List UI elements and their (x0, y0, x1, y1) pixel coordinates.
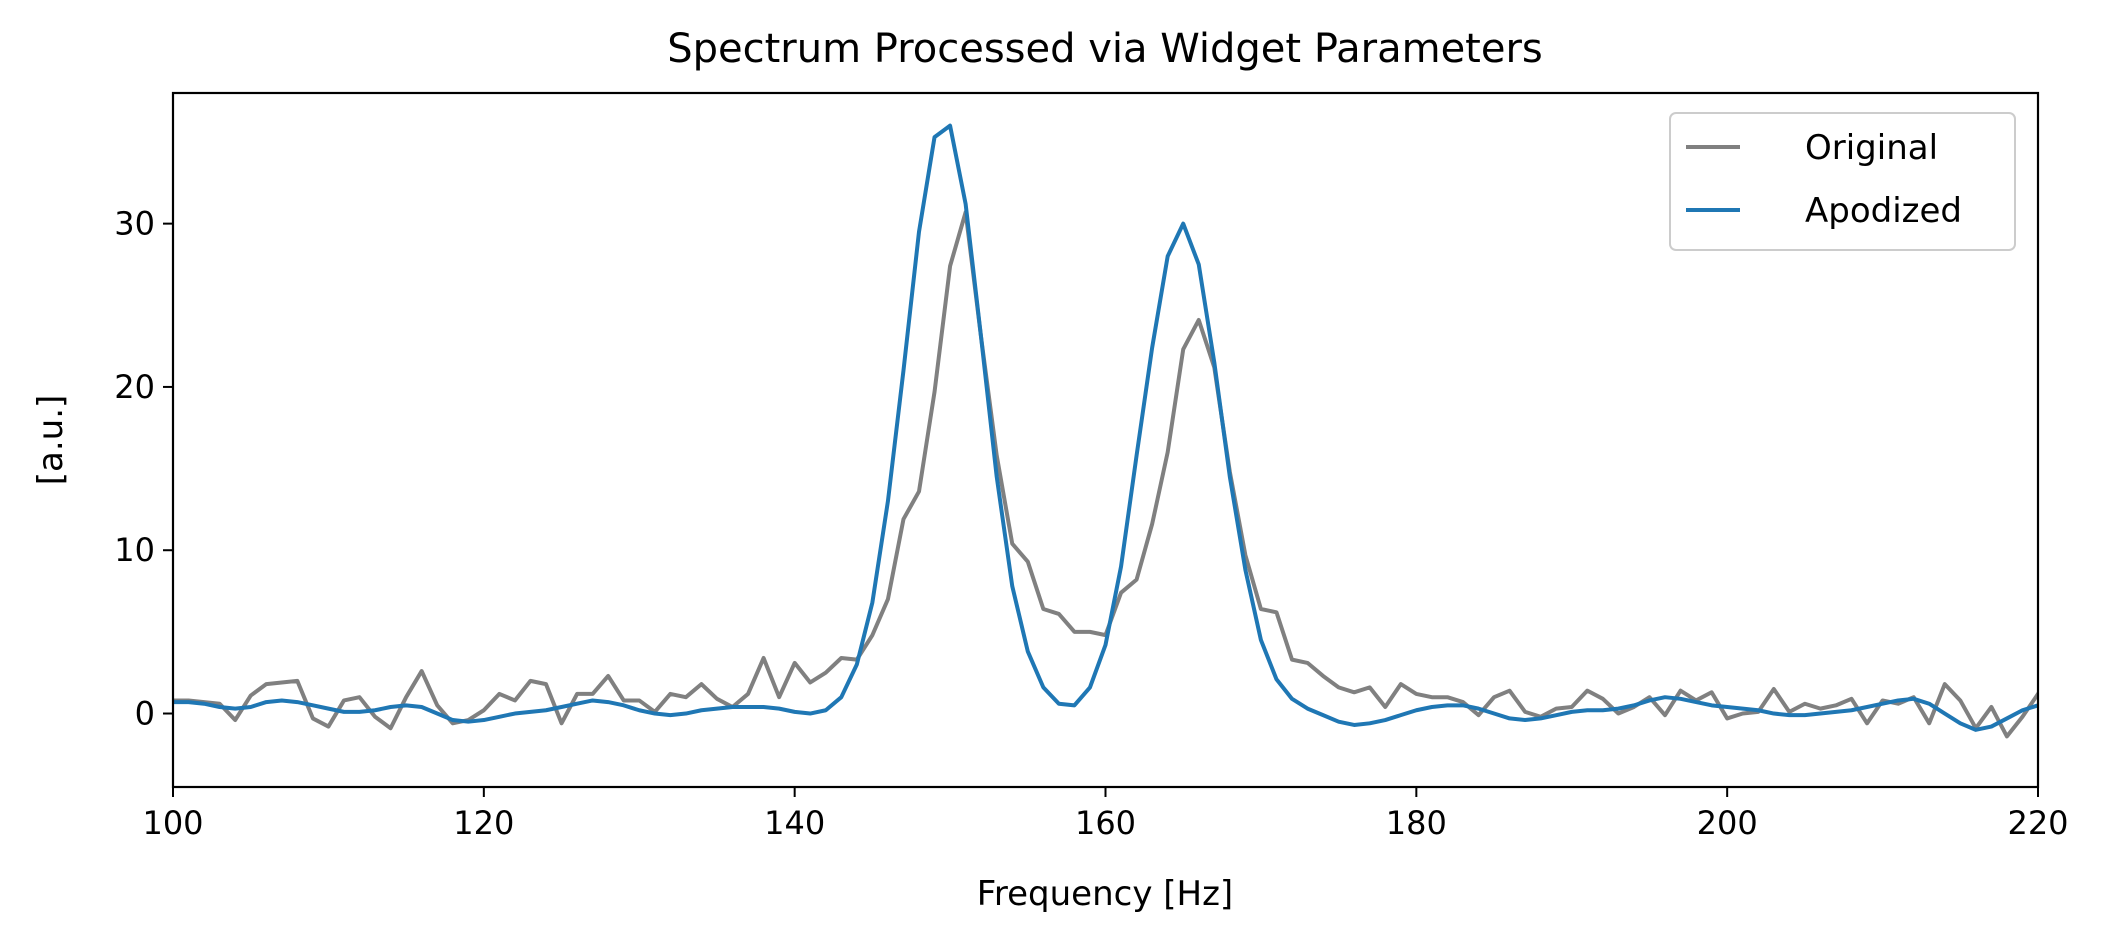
y-axis: 0 10 20 30 (114, 205, 173, 733)
y-tick-label: 10 (114, 531, 155, 569)
x-tick-label: 120 (453, 804, 514, 842)
x-axis: 100 120 140 160 180 200 220 (142, 787, 2069, 842)
x-tick-label: 140 (764, 804, 825, 842)
x-axis-label: Frequency [Hz] (977, 874, 1233, 914)
x-tick-label: 180 (1386, 804, 1447, 842)
y-tick-label: 20 (114, 368, 155, 406)
series-layer (173, 123, 2038, 739)
x-tick-label: 220 (2007, 804, 2068, 842)
x-tick-label: 200 (1697, 804, 1758, 842)
legend-box (1669, 112, 2016, 251)
x-tick-label: 160 (1075, 804, 1136, 842)
y-axis-label: [a.u.] (31, 395, 71, 486)
y-tick-label: 0 (135, 695, 155, 733)
x-tick-label: 100 (142, 804, 203, 842)
chart-title: Spectrum Processed via Widget Parameters (667, 26, 1543, 72)
series-line-apodized (173, 123, 2038, 732)
legend-label-original: Original (1805, 128, 1938, 168)
y-tick-label: 30 (114, 205, 155, 243)
legend-label-apodized: Apodized (1805, 191, 1962, 231)
legend: Original Apodized (1669, 112, 2016, 251)
